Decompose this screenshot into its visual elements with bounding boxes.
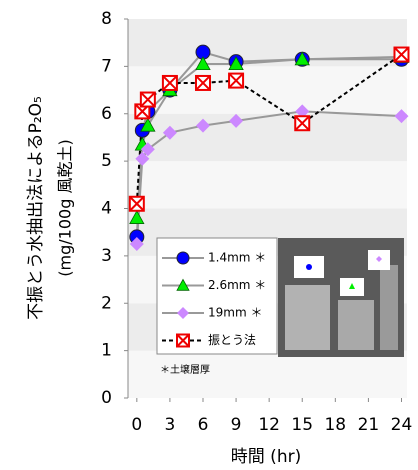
y-tick-label: 7 — [101, 56, 112, 76]
y-tick-label: 4 — [101, 199, 112, 219]
marker — [130, 197, 144, 211]
y-tick-label: 1 — [101, 341, 112, 361]
chart: 不振とう水抽出法によるP₂O₅ (mg/100g 風乾土) 時間 (hr) 0 1… — [0, 0, 418, 470]
photo-dot — [306, 264, 312, 270]
y-tick-label: 0 — [101, 388, 112, 408]
x-tick-label: 3 — [164, 415, 175, 435]
marker — [295, 116, 309, 130]
photo-cup — [285, 285, 330, 350]
legend-label: 1.4mm ＊ — [208, 251, 266, 265]
marker — [196, 76, 210, 90]
x-tick-label: 6 — [198, 415, 209, 435]
marker — [141, 93, 155, 107]
photo-cup — [338, 300, 374, 350]
x-tick-label: 12 — [258, 415, 280, 435]
marker — [177, 252, 189, 264]
photo-tube — [380, 265, 398, 350]
marker — [163, 76, 177, 90]
x-axis-label: 時間 (hr) — [231, 447, 301, 467]
x-tick-label: 21 — [358, 415, 380, 435]
marker — [177, 335, 189, 347]
marker — [229, 74, 243, 88]
x-tick-label: 18 — [324, 415, 346, 435]
y-tick-label: 6 — [101, 104, 112, 124]
marker — [394, 48, 408, 62]
y-axis-sublabel: (mg/100g 風乾土) — [56, 139, 75, 276]
y-tick-label: 2 — [101, 293, 112, 313]
legend-label: 振とう法 — [208, 333, 256, 347]
y-tick-label: 8 — [101, 9, 112, 29]
legend: 1.4mm ＊ 2.6mm ＊ 19mm ＊ 振とう法 — [157, 238, 277, 354]
x-tick-label: 0 — [131, 415, 142, 435]
y-tick-label: 5 — [101, 151, 112, 171]
x-tick-label: 15 — [291, 415, 313, 435]
y-tick-label: 3 — [101, 246, 112, 266]
grid-band — [128, 161, 407, 208]
x-tick-label: 9 — [231, 415, 242, 435]
y-axis-label: 不振とう水抽出法によるP₂O₅ — [26, 96, 46, 320]
legend-label: 2.6mm ＊ — [208, 278, 266, 292]
x-tick-label: 24 — [391, 415, 413, 435]
photo — [278, 238, 404, 357]
note: ＊土壌層厚 — [160, 363, 210, 376]
legend-label: 19mm ＊ — [208, 306, 262, 320]
